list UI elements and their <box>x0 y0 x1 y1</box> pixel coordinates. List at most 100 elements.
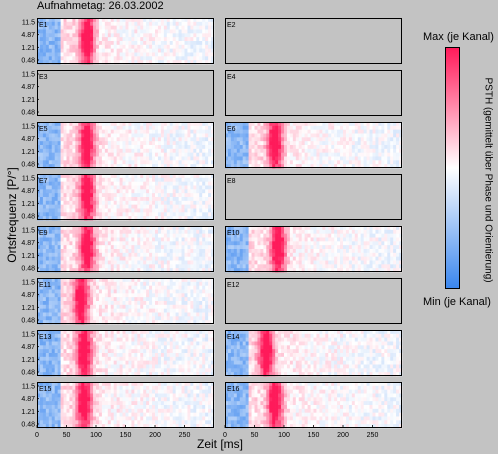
y-tick-label: 11.5 <box>22 228 35 235</box>
heatmap-cell <box>236 260 241 265</box>
heatmap-cell <box>104 133 109 138</box>
heatmap-cell <box>163 208 168 213</box>
heatmap-cell <box>107 133 112 138</box>
heatmap-cell <box>239 226 243 231</box>
heatmap-cell <box>190 212 194 217</box>
heatmap-cell <box>122 278 126 283</box>
heatmap-cell <box>375 152 379 157</box>
heatmap-cell <box>90 129 94 134</box>
heatmap-cell <box>169 133 173 138</box>
heatmap-cell <box>187 133 191 138</box>
heatmap-cell <box>354 233 359 238</box>
heatmap-cell <box>81 33 85 38</box>
heatmap-cell <box>354 133 359 138</box>
heatmap-cell <box>98 174 103 179</box>
heatmap-cell <box>110 278 114 283</box>
heatmap-cell <box>122 181 126 186</box>
heatmap-cell <box>387 129 391 134</box>
heatmap-cell <box>278 156 282 161</box>
heatmap-cell <box>128 289 132 294</box>
heatmap-cell <box>39 229 44 234</box>
heatmap-cell <box>39 312 44 317</box>
heatmap-cell <box>340 160 344 165</box>
heatmap-cell <box>63 260 67 265</box>
heatmap-cell <box>122 56 126 61</box>
heatmap-cell <box>54 249 58 254</box>
heatmap-cell <box>272 252 276 257</box>
heatmap-cell <box>116 216 120 221</box>
heatmap-cell <box>208 189 212 194</box>
heatmap-cell <box>286 268 291 273</box>
heatmap-cell <box>140 125 144 130</box>
heatmap-cell <box>163 125 168 130</box>
heatmap-cell <box>119 174 123 179</box>
heatmap-cell <box>181 48 185 53</box>
heatmap-cell <box>128 177 132 182</box>
heatmap-cell <box>281 137 285 142</box>
heatmap-cell <box>390 260 394 265</box>
heatmap-cell <box>131 249 135 254</box>
heatmap-cell <box>122 37 126 42</box>
heatmap-cell <box>211 21 215 26</box>
heatmap-cell <box>72 41 76 46</box>
heatmap-cell <box>190 133 194 138</box>
heatmap-cell <box>119 133 123 138</box>
heatmap-cell <box>316 256 320 261</box>
heatmap-cell <box>196 21 200 26</box>
heatmap-cell <box>45 241 50 246</box>
y-tick-label: 0.48 <box>21 162 35 169</box>
heatmap-cell <box>57 197 61 202</box>
heatmap-cell <box>181 268 185 273</box>
heatmap-cell <box>363 145 367 150</box>
heatmap-cell <box>269 129 273 134</box>
heatmap-cell <box>381 129 385 134</box>
heatmap-cell <box>230 160 235 165</box>
heatmap-cell <box>337 129 341 134</box>
heatmap-cell <box>387 252 391 257</box>
heatmap-cell <box>104 260 109 265</box>
heatmap-cell <box>57 308 61 313</box>
heatmap-cell <box>155 293 159 298</box>
heatmap-cell <box>149 197 153 202</box>
heatmap-cell <box>289 164 294 169</box>
heatmap-cell <box>137 44 141 49</box>
heatmap-cell <box>72 237 76 242</box>
heatmap-cell <box>84 177 88 182</box>
heatmap-cell <box>84 312 88 317</box>
heatmap-cell <box>163 177 168 182</box>
heatmap-cell <box>57 164 61 169</box>
heatmap-cell <box>116 18 120 23</box>
heatmap-cell <box>51 200 55 205</box>
heatmap-cell <box>292 133 297 138</box>
heatmap-cell <box>134 245 138 250</box>
heatmap-cell <box>166 148 171 153</box>
heatmap-cell <box>202 237 206 242</box>
heatmap-cell <box>146 197 150 202</box>
heatmap-cell <box>357 125 361 130</box>
heatmap-cell <box>266 260 270 265</box>
heatmap-cell <box>187 164 191 169</box>
heatmap-cell <box>193 308 197 313</box>
heatmap-cell <box>48 249 53 254</box>
heatmap-cell <box>93 137 97 142</box>
heatmap-cell <box>72 29 76 34</box>
heatmap-cell <box>152 226 156 231</box>
heatmap-cell <box>172 174 176 179</box>
heatmap-cell <box>390 137 394 142</box>
heatmap-cell <box>387 256 391 261</box>
heatmap-cell <box>175 281 179 286</box>
heatmap-cell <box>396 137 400 142</box>
heatmap-cell <box>319 245 323 250</box>
heatmap-cell <box>128 304 132 309</box>
heatmap-cell <box>187 41 191 46</box>
heatmap-cell <box>54 226 58 231</box>
heatmap-cell <box>269 137 273 142</box>
heatmap-cell <box>122 197 126 202</box>
heatmap-cell <box>284 152 288 157</box>
heatmap-cell <box>87 21 91 26</box>
heatmap-cell <box>96 160 100 165</box>
heatmap-cell <box>66 193 70 198</box>
heatmap-cell <box>289 268 294 273</box>
heatmap-cell <box>369 141 373 146</box>
